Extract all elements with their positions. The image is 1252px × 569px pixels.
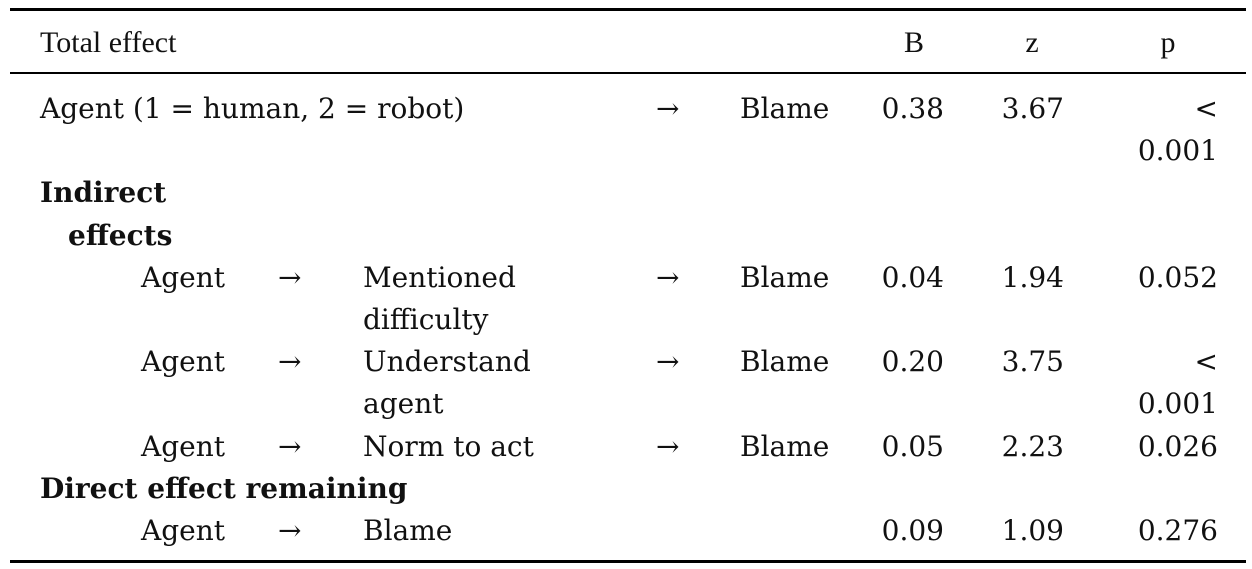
indirect-row-2-z: 3.75 bbox=[1001, 345, 1064, 378]
indirect-row-2-mediator-line1: Understand bbox=[363, 345, 531, 378]
indirect-row-1-p: 0.052 bbox=[1137, 261, 1218, 294]
bottom-rule bbox=[10, 560, 1246, 563]
total-p-symbol: < bbox=[1194, 92, 1218, 125]
indirect-row-1-b: 0.04 bbox=[881, 261, 944, 294]
indirect-row-3-outcome: Blame bbox=[740, 430, 830, 463]
column-header-b: B bbox=[903, 26, 924, 59]
indirect-row-3-z: 2.23 bbox=[1001, 430, 1064, 463]
indirect-row-2-from: Agent bbox=[141, 345, 225, 378]
indirect-row-2-mediator-line2: agent bbox=[363, 387, 444, 420]
indirect-row-2-arrow2: → bbox=[656, 345, 680, 378]
indirect-row-1-mediator-line2: difficulty bbox=[363, 303, 489, 336]
indirect-row-3-from: Agent bbox=[141, 430, 225, 463]
top-rule bbox=[10, 8, 1246, 11]
indirect-row-2-p-value: 0.001 bbox=[1137, 387, 1218, 420]
direct-z: 1.09 bbox=[1001, 514, 1064, 547]
indirect-row-3-p: 0.026 bbox=[1137, 430, 1218, 463]
total-outcome: Blame bbox=[740, 92, 830, 125]
indirect-row-2-arrow1: → bbox=[278, 345, 302, 378]
total-p-value: 0.001 bbox=[1137, 134, 1218, 167]
header-rule bbox=[10, 72, 1246, 74]
header-label: Total effect bbox=[40, 26, 177, 59]
indirect-row-2-p-symbol: < bbox=[1194, 345, 1218, 378]
indirect-row-1-arrow1: → bbox=[278, 261, 302, 294]
indirect-row-1-arrow2: → bbox=[656, 261, 680, 294]
total-predictor: Agent (1 = human, 2 = robot) bbox=[40, 92, 465, 125]
indirect-row-3-arrow2: → bbox=[656, 430, 680, 463]
direct-b: 0.09 bbox=[881, 514, 944, 547]
total-arrow: → bbox=[656, 92, 680, 125]
indirect-heading-line2: effects bbox=[68, 219, 173, 252]
column-header-p: p bbox=[1160, 26, 1176, 59]
indirect-row-3-mediator: Norm to act bbox=[363, 430, 534, 463]
indirect-row-3-arrow1: → bbox=[278, 430, 302, 463]
indirect-row-2-outcome: Blame bbox=[740, 345, 830, 378]
total-z: 3.67 bbox=[1001, 92, 1064, 125]
indirect-row-1-z: 1.94 bbox=[1001, 261, 1064, 294]
direct-heading: Direct effect remaining bbox=[40, 472, 408, 505]
indirect-heading-line1: Indirect bbox=[40, 176, 167, 209]
indirect-row-1-outcome: Blame bbox=[740, 261, 830, 294]
indirect-row-2-b: 0.20 bbox=[881, 345, 944, 378]
direct-outcome: Blame bbox=[363, 514, 453, 547]
indirect-row-1-from: Agent bbox=[141, 261, 225, 294]
direct-arrow: → bbox=[278, 514, 302, 547]
direct-from: Agent bbox=[141, 514, 225, 547]
total-b: 0.38 bbox=[881, 92, 944, 125]
indirect-row-1-mediator-line1: Mentioned bbox=[363, 261, 516, 294]
column-header-z: z bbox=[1025, 26, 1039, 59]
indirect-row-3-b: 0.05 bbox=[881, 430, 944, 463]
direct-p: 0.276 bbox=[1137, 514, 1218, 547]
